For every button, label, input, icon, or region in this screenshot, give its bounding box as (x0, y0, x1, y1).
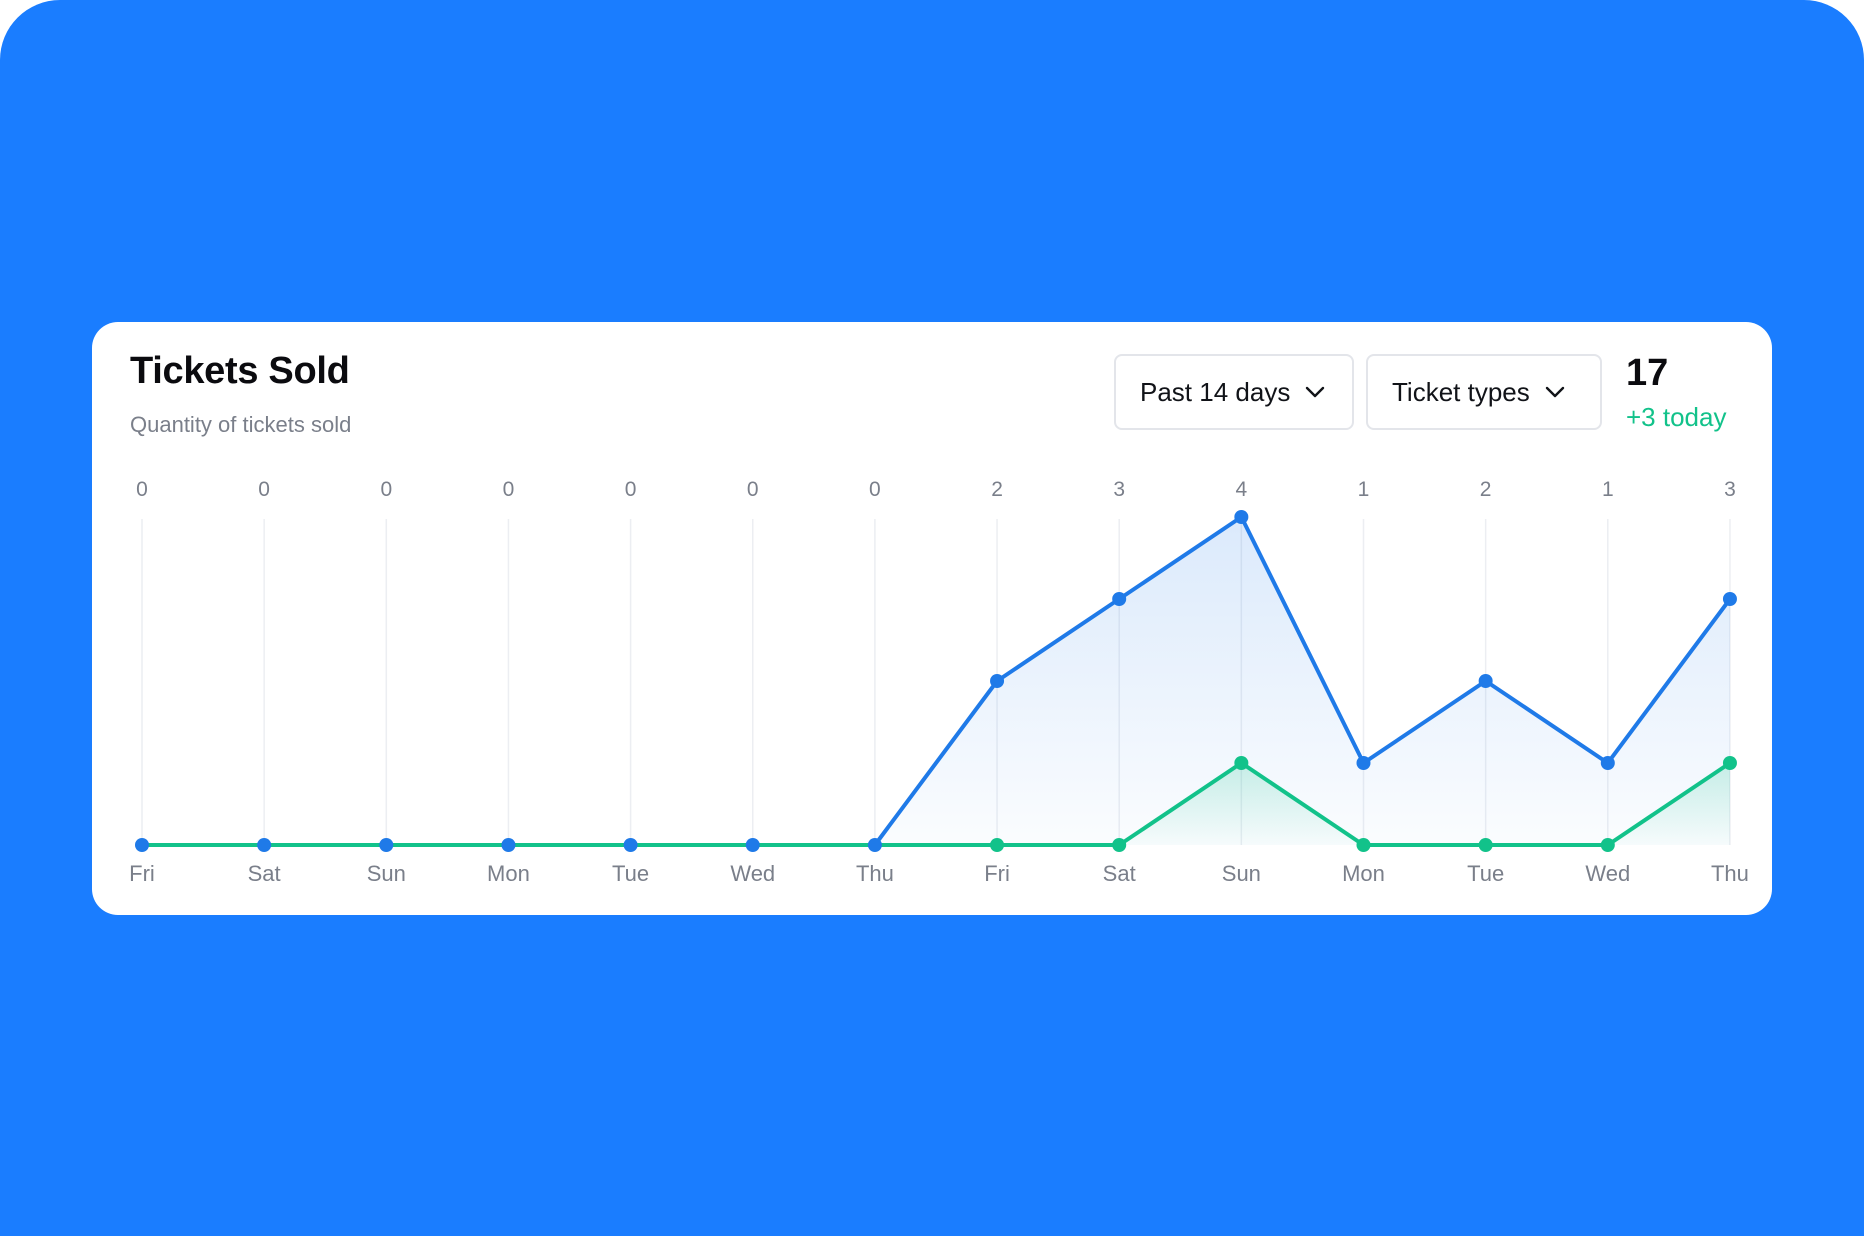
data-label: 0 (747, 478, 759, 501)
data-point[interactable] (257, 838, 272, 852)
data-label: 1 (1358, 478, 1370, 501)
date-range-label: Past 14 days (1140, 376, 1291, 407)
x-tick-label: Wed (730, 861, 775, 886)
tickets-line-chart: Fri 0 Sat 0 Sun 0 Mon 0 Tue 0 Wed 0 Thu 0 Fri 2 Sat 3 Sun 4… (129, 478, 1749, 886)
x-tick-label: Fri (129, 861, 155, 886)
data-point[interactable] (990, 838, 1005, 852)
data-label: 2 (991, 478, 1003, 501)
data-point[interactable] (623, 838, 638, 852)
x-tick-label: Thu (856, 861, 894, 886)
x-tick-label: Mon (1342, 861, 1385, 886)
x-tick-label: Wed (1585, 861, 1630, 886)
x-tick-label: Sun (367, 861, 406, 886)
x-tick-label: Tue (612, 861, 649, 886)
series-line-1 (140, 761, 1732, 847)
data-label: 0 (380, 478, 392, 501)
total-count: 17 (1626, 352, 1669, 394)
chevron-down-icon (1545, 386, 1564, 398)
card-title: Tickets Sold (130, 350, 350, 392)
data-label: 4 (1236, 478, 1248, 501)
x-tick-label: Sun (1222, 861, 1261, 886)
data-label: 0 (503, 478, 515, 501)
data-point[interactable] (1722, 592, 1737, 606)
data-point[interactable] (1478, 674, 1493, 688)
card-subtitle: Quantity of tickets sold (130, 412, 352, 437)
x-tick-label: Thu (1711, 861, 1749, 886)
data-point[interactable] (745, 838, 760, 852)
data-label: 3 (1113, 478, 1125, 501)
tickets-sold-card: Tickets Sold Quantity of tickets sold Pa… (92, 322, 1772, 915)
data-point[interactable] (867, 838, 882, 852)
data-label: 2 (1480, 478, 1492, 501)
x-tick-label: Mon (487, 861, 530, 886)
data-point[interactable] (379, 838, 394, 852)
data-point[interactable] (1722, 756, 1737, 770)
data-label: 1 (1602, 478, 1614, 501)
ticket-types-label: Ticket types (1392, 376, 1530, 407)
data-label: 0 (869, 478, 881, 501)
data-point[interactable] (1600, 756, 1615, 770)
data-point[interactable] (1478, 838, 1493, 852)
x-tick-label: Sat (1103, 861, 1136, 886)
x-tick-label: Fri (984, 861, 1010, 886)
chevron-down-icon (1306, 386, 1325, 398)
data-point[interactable] (1356, 838, 1371, 852)
data-label: 0 (136, 478, 148, 501)
data-point[interactable] (1112, 838, 1127, 852)
x-tick-label: Tue (1467, 861, 1504, 886)
data-point[interactable] (1234, 510, 1249, 524)
data-label: 0 (625, 478, 637, 501)
data-label: 0 (258, 478, 270, 501)
today-change: +3 today (1626, 402, 1727, 432)
data-point[interactable] (135, 838, 149, 852)
date-range-dropdown[interactable]: Past 14 days (1114, 354, 1354, 430)
series-area-0 (142, 517, 1730, 845)
data-point[interactable] (1112, 592, 1127, 606)
data-point[interactable] (1600, 838, 1615, 852)
data-point[interactable] (1356, 756, 1371, 770)
data-point[interactable] (501, 838, 516, 852)
ticket-types-dropdown[interactable]: Ticket types (1366, 354, 1602, 430)
x-tick-label: Sat (248, 861, 281, 886)
data-point[interactable] (1234, 756, 1249, 770)
data-point[interactable] (990, 674, 1005, 688)
data-label: 3 (1724, 478, 1736, 501)
